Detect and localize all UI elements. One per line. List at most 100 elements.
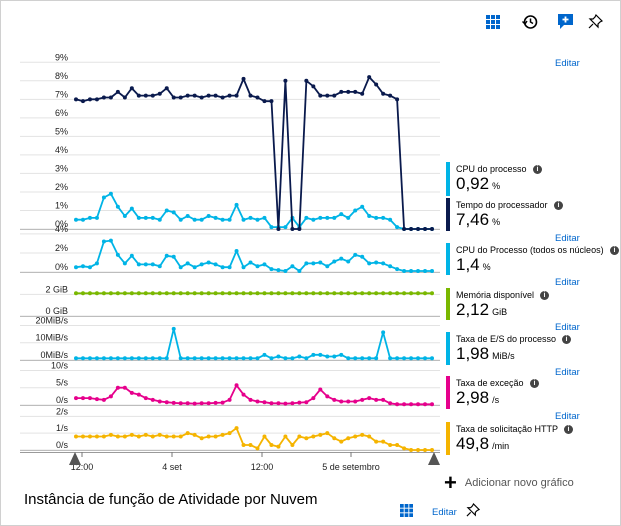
y-tick-label: 6% bbox=[55, 108, 68, 118]
data-point bbox=[248, 442, 253, 447]
data-point bbox=[374, 291, 379, 296]
edit-chart-link[interactable]: Editar bbox=[555, 58, 580, 69]
data-point bbox=[220, 291, 225, 296]
data-point bbox=[150, 356, 155, 361]
y-tick-label: 2% bbox=[55, 182, 68, 192]
data-point bbox=[87, 97, 92, 102]
data-point bbox=[185, 93, 190, 98]
edit-chart-link[interactable]: Editar bbox=[555, 233, 580, 244]
data-point bbox=[374, 215, 379, 220]
data-point bbox=[283, 401, 288, 406]
info-icon[interactable]: i bbox=[564, 425, 573, 434]
data-point bbox=[122, 95, 127, 100]
data-point bbox=[115, 356, 120, 361]
y-tick-label: 7% bbox=[55, 89, 68, 99]
data-point bbox=[402, 446, 407, 451]
metric-name: Taxa de E/S do processo bbox=[456, 334, 557, 344]
grid-icon[interactable] bbox=[486, 15, 500, 29]
data-point bbox=[332, 291, 337, 296]
data-point bbox=[360, 91, 365, 96]
data-point bbox=[402, 356, 407, 361]
metric-value-number: 1,4 bbox=[456, 255, 480, 274]
data-point bbox=[129, 253, 134, 258]
data-point bbox=[339, 89, 344, 94]
data-point bbox=[430, 291, 434, 296]
edit-chart-link[interactable]: Editar bbox=[555, 277, 580, 288]
info-icon[interactable]: i bbox=[554, 201, 563, 210]
add-chart-button[interactable]: + Adicionar novo gráfico bbox=[444, 470, 574, 496]
data-point bbox=[129, 356, 134, 361]
grid-icon[interactable] bbox=[400, 504, 413, 517]
data-point bbox=[311, 261, 316, 266]
data-point bbox=[94, 397, 99, 402]
data-point bbox=[94, 97, 99, 102]
info-icon[interactable]: i bbox=[533, 165, 542, 174]
info-icon[interactable]: i bbox=[530, 379, 539, 388]
data-point bbox=[297, 227, 302, 231]
data-point bbox=[339, 256, 344, 261]
edit-chart-link[interactable]: Editar bbox=[555, 411, 580, 422]
data-point bbox=[255, 95, 260, 100]
data-point bbox=[157, 264, 162, 269]
data-point bbox=[185, 261, 190, 266]
data-point bbox=[416, 448, 421, 452]
data-point bbox=[353, 208, 358, 213]
data-point bbox=[108, 394, 113, 399]
data-point bbox=[157, 91, 162, 96]
info-icon[interactable]: i bbox=[562, 335, 571, 344]
data-point bbox=[395, 267, 400, 272]
data-point bbox=[318, 432, 323, 437]
feedback-icon[interactable] bbox=[557, 13, 574, 30]
data-point bbox=[115, 434, 120, 439]
data-point bbox=[276, 227, 281, 231]
data-point bbox=[304, 215, 309, 220]
data-point bbox=[80, 291, 85, 296]
y-tick-label: 4% bbox=[55, 145, 68, 155]
pin-icon[interactable] bbox=[466, 502, 481, 517]
data-point bbox=[74, 396, 78, 401]
data-point bbox=[199, 262, 204, 267]
data-point bbox=[304, 436, 309, 441]
y-tick-label: 4% bbox=[55, 224, 68, 234]
data-point bbox=[311, 291, 316, 296]
right-range-handle[interactable] bbox=[428, 452, 440, 465]
data-point bbox=[283, 291, 288, 296]
data-point bbox=[136, 434, 141, 439]
edit-chart-link[interactable]: Editar bbox=[555, 322, 580, 333]
data-point bbox=[325, 215, 330, 220]
left-range-handle[interactable] bbox=[69, 452, 81, 465]
y-tick-label: 2% bbox=[55, 243, 68, 253]
data-point bbox=[101, 195, 106, 200]
data-point bbox=[234, 93, 239, 98]
data-point bbox=[206, 356, 211, 361]
data-point bbox=[353, 252, 358, 257]
data-point bbox=[269, 225, 274, 230]
data-point bbox=[178, 291, 183, 296]
data-point bbox=[199, 401, 204, 406]
data-point bbox=[129, 86, 134, 91]
info-icon[interactable]: i bbox=[540, 291, 549, 300]
data-point bbox=[255, 264, 260, 269]
pin-icon[interactable] bbox=[588, 13, 604, 29]
info-icon[interactable]: i bbox=[610, 246, 619, 255]
data-point bbox=[136, 356, 141, 361]
edit-chart-link[interactable]: Editar bbox=[555, 367, 580, 378]
history-icon[interactable] bbox=[522, 14, 538, 30]
footer-edit-link[interactable]: Editar bbox=[432, 507, 457, 518]
data-point bbox=[311, 352, 316, 357]
data-point bbox=[185, 291, 190, 296]
data-point bbox=[164, 400, 169, 405]
metric-color-bar bbox=[446, 332, 450, 365]
data-point bbox=[122, 434, 127, 439]
data-point bbox=[241, 291, 246, 296]
metric-color-bar bbox=[446, 198, 450, 231]
data-point bbox=[80, 396, 85, 401]
y-tick-label: 1/s bbox=[56, 423, 69, 433]
data-point bbox=[430, 269, 434, 274]
data-point bbox=[367, 434, 372, 439]
add-chart-label: Adicionar novo gráfico bbox=[464, 476, 574, 489]
data-point bbox=[409, 402, 414, 407]
data-point bbox=[227, 265, 232, 270]
data-point bbox=[395, 225, 400, 230]
data-point bbox=[94, 261, 99, 266]
